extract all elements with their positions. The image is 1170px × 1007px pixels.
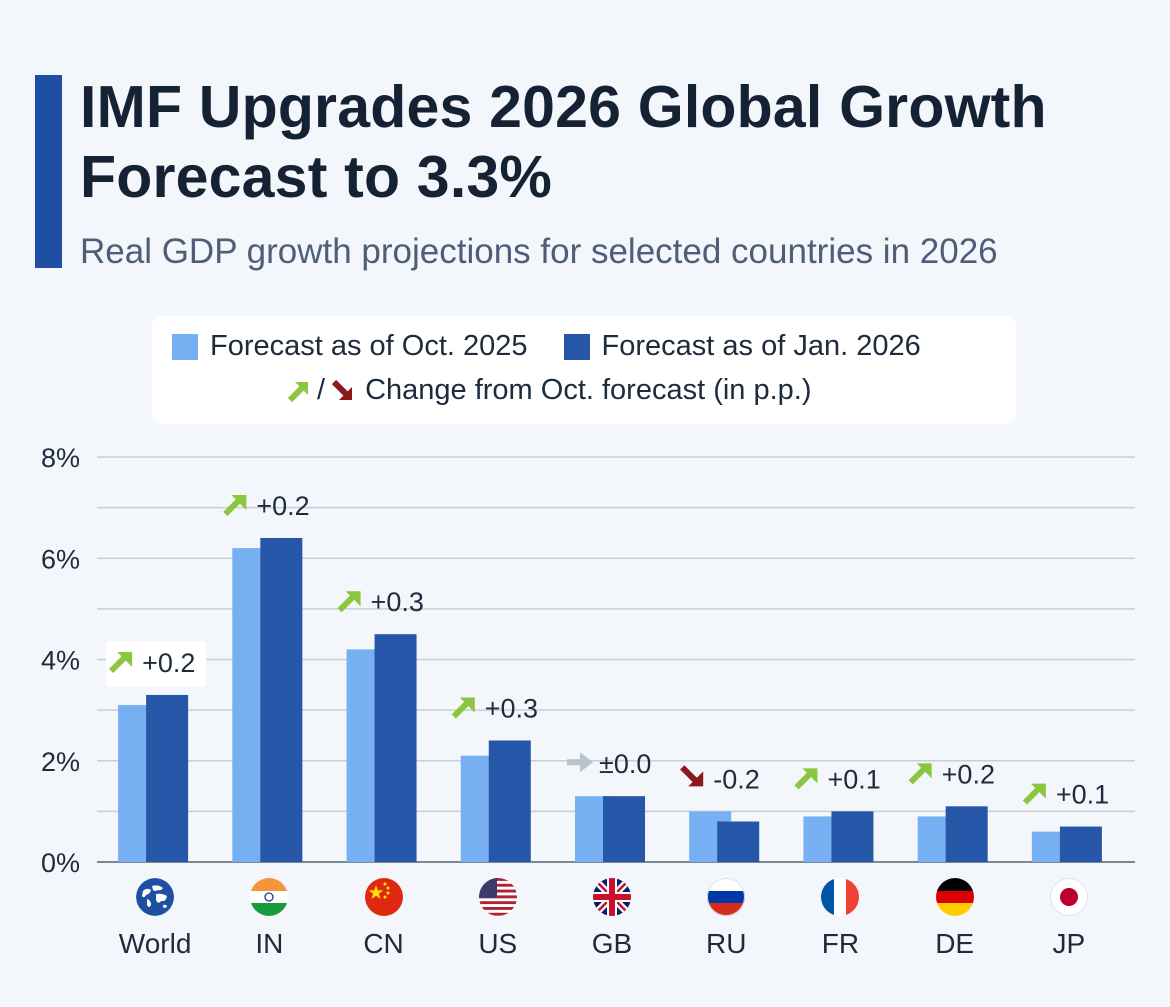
y-tick-label: 4% xyxy=(41,646,80,676)
x-tick-label: GB xyxy=(591,928,633,959)
down-arrow-icon xyxy=(331,379,353,400)
change-label: +0.3 xyxy=(371,587,424,617)
legend-item-jan: Forecast as of Jan. 2026 xyxy=(563,330,921,363)
x-tick-label: DE xyxy=(935,928,975,959)
india-flag-icon xyxy=(250,878,289,916)
uk-flag-icon xyxy=(593,878,631,916)
bar-jan xyxy=(1059,826,1102,862)
up-arrow-icon xyxy=(337,591,361,613)
legend-label-jan: Forecast as of Jan. 2026 xyxy=(601,330,921,362)
bar-jan xyxy=(717,821,760,862)
germany-flag-icon xyxy=(935,878,974,916)
up-arrow-icon xyxy=(108,651,133,674)
legend-label-change: Change from Oct. forecast (in p.p.) xyxy=(365,374,812,406)
x-tick-label: RU xyxy=(705,928,747,959)
x-tick-label: JP xyxy=(1052,928,1086,959)
up-arrow-icon xyxy=(908,763,932,785)
japan-flag-icon xyxy=(1049,878,1088,916)
up-arrow-icon xyxy=(287,381,308,402)
legend-slash: / xyxy=(317,374,326,406)
up-arrow-icon xyxy=(223,495,247,517)
up-arrow-icon xyxy=(794,768,818,790)
x-tick-label: CN xyxy=(363,928,404,959)
up-arrow-icon xyxy=(1022,783,1046,805)
change-label-bg xyxy=(106,640,207,687)
right-arrow-icon xyxy=(567,752,593,773)
legend-item-oct: Forecast as of Oct. 2025 xyxy=(172,330,528,363)
down-arrow-icon xyxy=(680,765,704,787)
bar-jan xyxy=(603,796,645,862)
y-tick-label: 8% xyxy=(41,443,80,473)
change-label: +0.1 xyxy=(827,764,880,794)
change-label: +0.2 xyxy=(942,759,995,789)
change-label: ±0.0 xyxy=(599,749,651,779)
change-label: +0.2 xyxy=(256,491,309,521)
change-label: +0.1 xyxy=(1056,780,1109,810)
y-tick-label: 2% xyxy=(41,747,80,777)
change-label: -0.2 xyxy=(713,764,760,794)
x-tick-label: US xyxy=(478,928,518,959)
bar-jan xyxy=(831,811,874,862)
bar-jan xyxy=(374,634,417,862)
legend-swatch-jan xyxy=(563,333,590,360)
legend-label-oct: Forecast as of Oct. 2025 xyxy=(210,330,528,362)
russia-flag-icon xyxy=(707,878,746,916)
bar-jan xyxy=(945,806,988,862)
chart-title: IMF Upgrades 2026 Global Growth Forecast… xyxy=(80,74,1047,210)
y-tick-label: 6% xyxy=(41,544,80,574)
china-flag-icon xyxy=(364,878,403,916)
france-flag-icon xyxy=(821,878,860,916)
world-icon xyxy=(136,878,175,916)
up-arrow-icon xyxy=(451,697,475,719)
legend-swatch-oct xyxy=(172,333,198,360)
chart-subtitle: Real GDP growth projections for selected… xyxy=(80,232,998,271)
change-label: +0.3 xyxy=(485,694,538,724)
legend: Forecast as of Oct. 2025 Forecast as of … xyxy=(152,316,1016,424)
x-tick-label: World xyxy=(118,928,192,959)
title-accent-bar xyxy=(35,75,62,268)
bar-jan xyxy=(488,740,531,862)
change-label: +0.2 xyxy=(142,648,195,678)
usa-flag-icon xyxy=(478,878,517,916)
bar-jan xyxy=(260,538,303,862)
x-tick-label: FR xyxy=(821,928,860,959)
bar-jan xyxy=(146,694,189,862)
x-tick-label: IN xyxy=(255,928,284,959)
y-tick-label: 0% xyxy=(41,848,80,878)
